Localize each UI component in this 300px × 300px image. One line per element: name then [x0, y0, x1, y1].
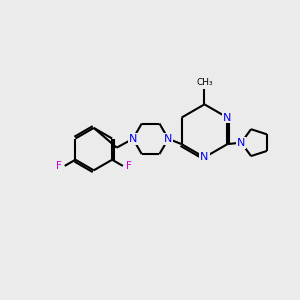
- Text: N: N: [164, 134, 172, 144]
- Text: F: F: [56, 161, 62, 171]
- Text: N: N: [237, 138, 245, 148]
- Text: N: N: [223, 112, 232, 123]
- Text: CH₃: CH₃: [196, 78, 213, 87]
- Text: N: N: [200, 152, 209, 162]
- Text: F: F: [126, 161, 132, 171]
- Text: N: N: [129, 134, 137, 144]
